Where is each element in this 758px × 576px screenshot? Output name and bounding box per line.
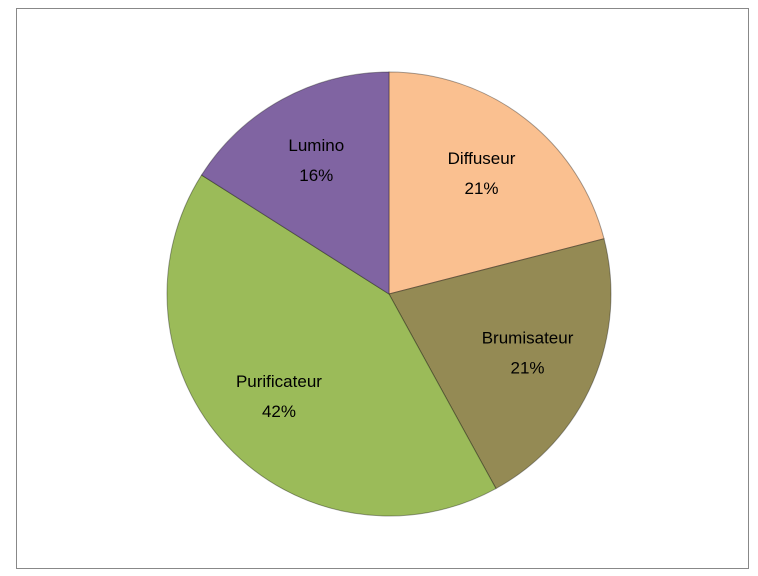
- slice-label: Purificateur: [236, 372, 322, 391]
- slice-value-label: 21%: [511, 358, 545, 377]
- pie-slice: [388, 71, 605, 295]
- slice-label: Brumisateur: [482, 328, 574, 347]
- pie-slice: [166, 174, 497, 517]
- slice-label: Lumino: [288, 136, 344, 155]
- slice-value-label: 16%: [299, 166, 333, 185]
- pie-slice: [200, 71, 390, 295]
- slice-value-label: 42%: [262, 402, 296, 421]
- slice-label: Diffuseur: [448, 149, 516, 168]
- pie-slice: [388, 238, 612, 490]
- slice-value-label: 21%: [465, 179, 499, 198]
